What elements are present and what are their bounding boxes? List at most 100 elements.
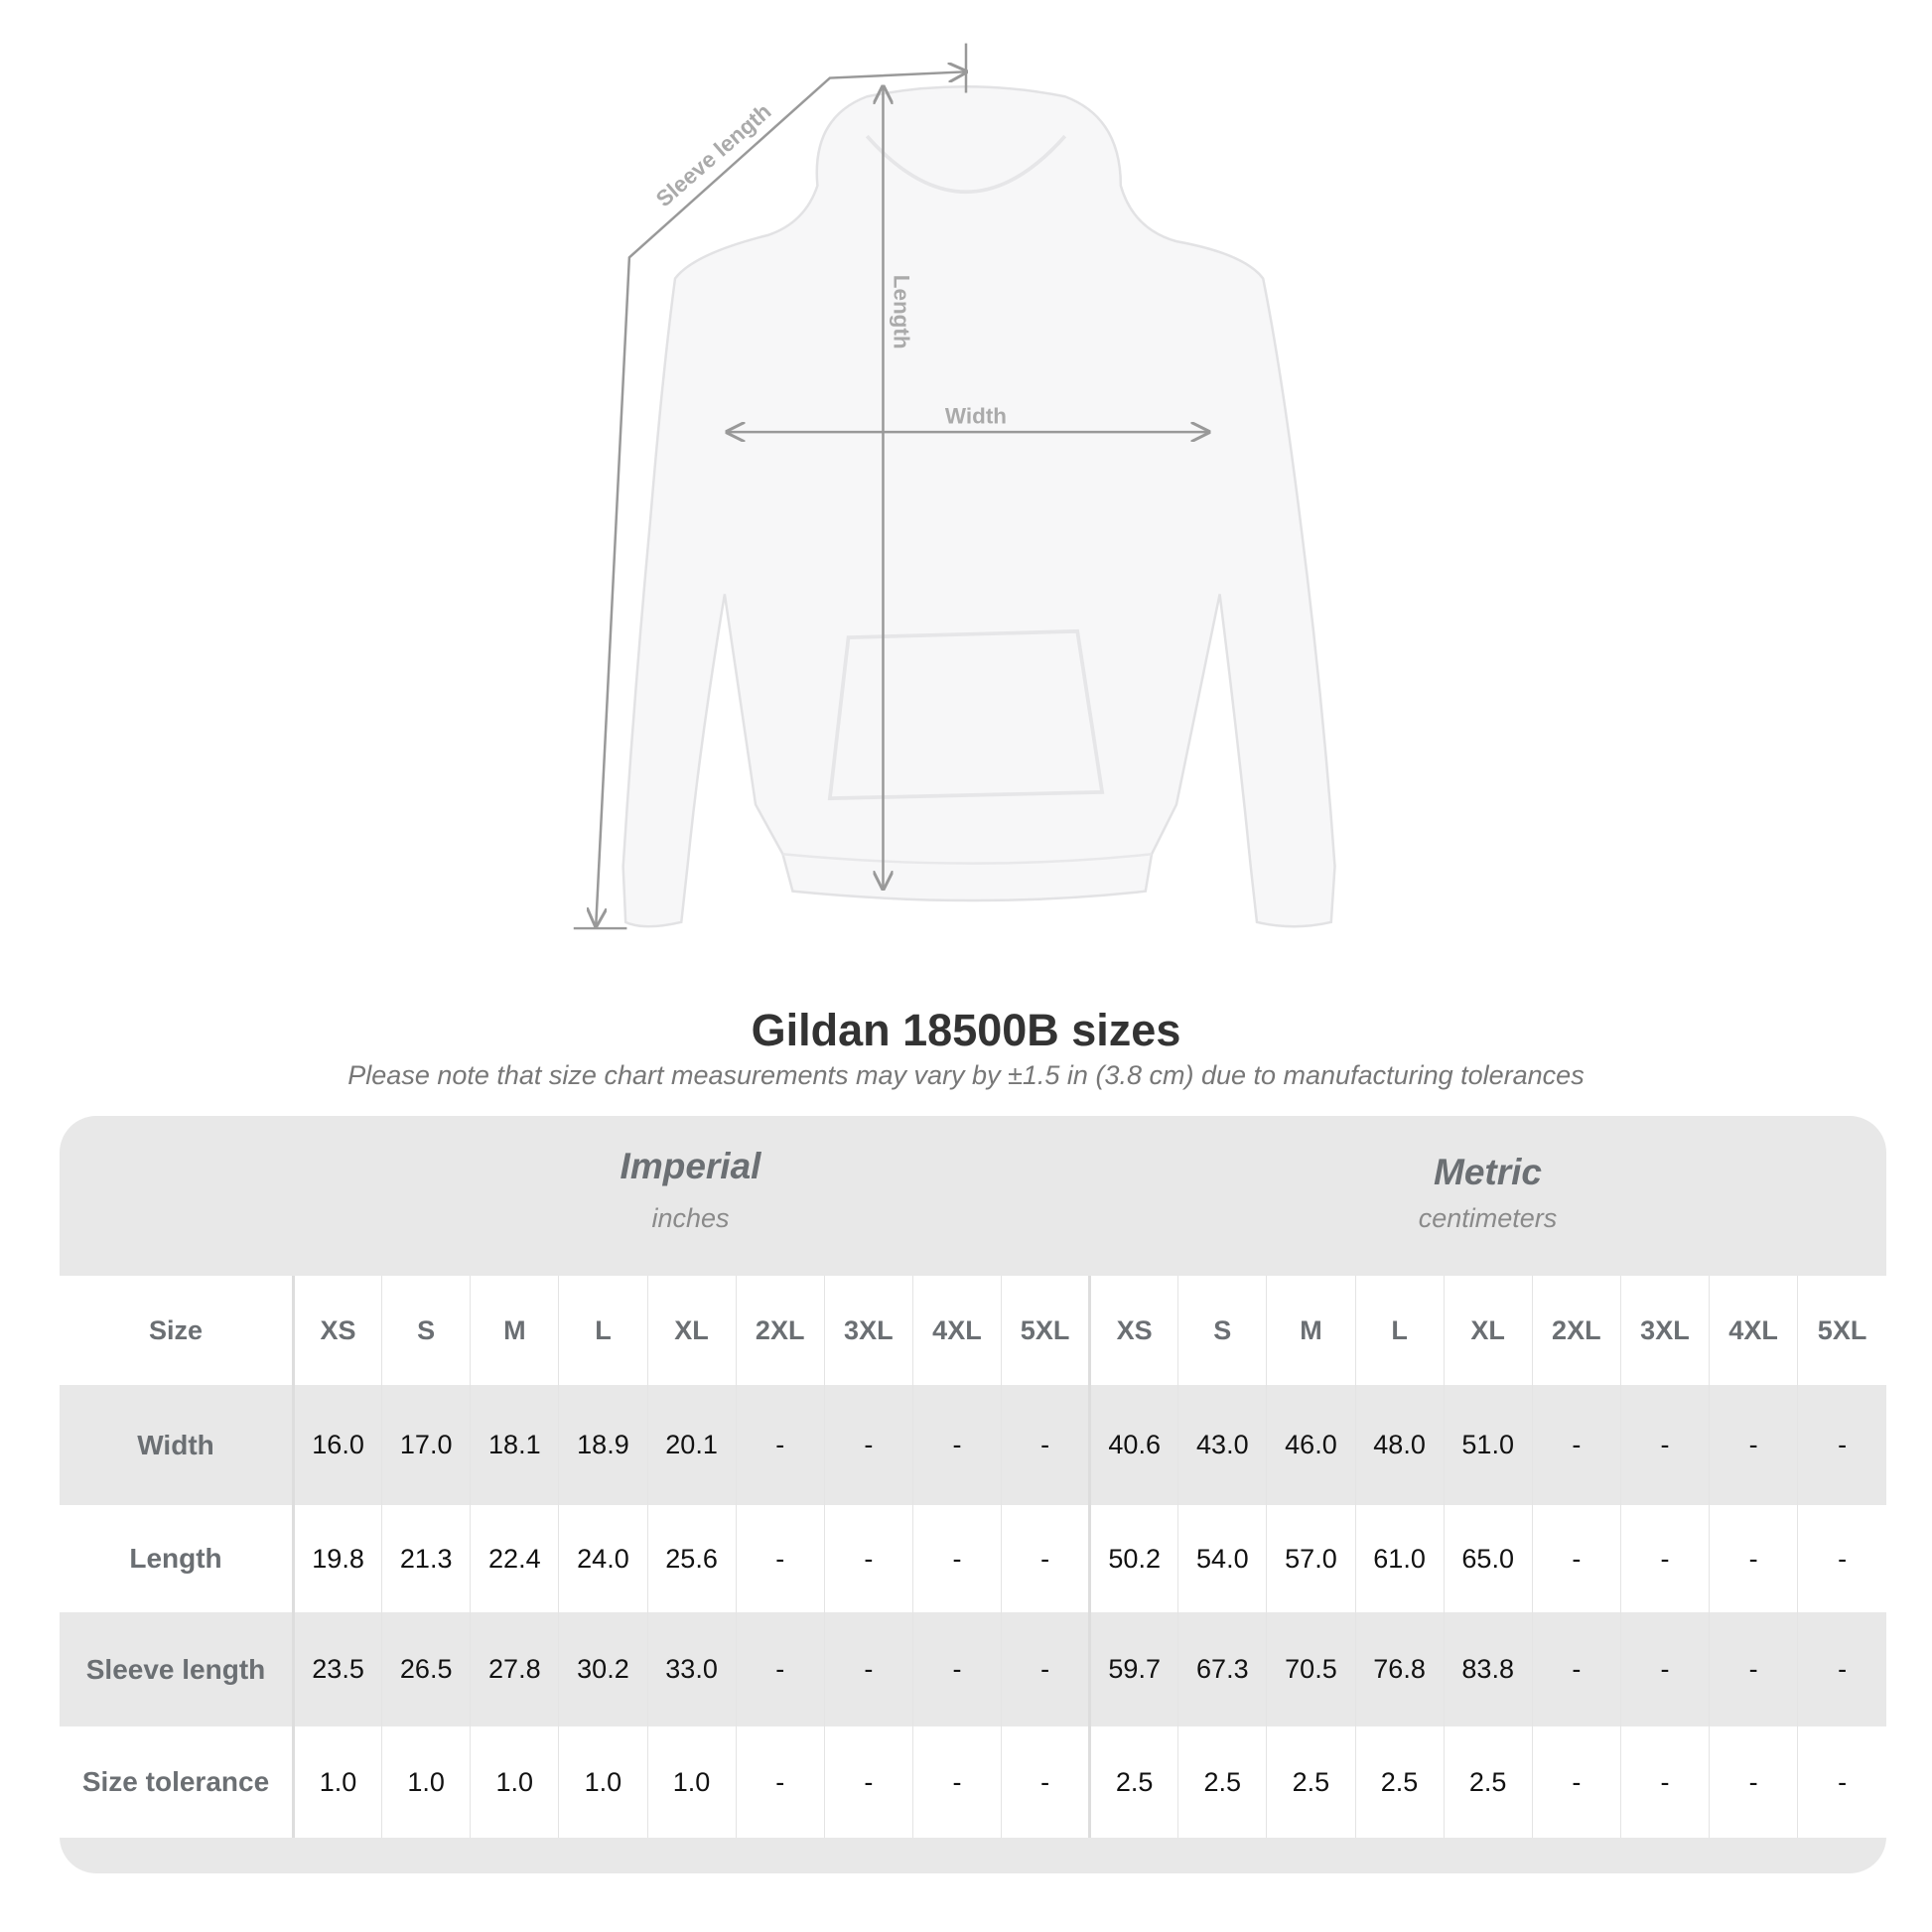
metric-size-l: L <box>1354 1276 1445 1385</box>
imperial-value: - <box>911 1726 1002 1838</box>
imperial-size-xl: XL <box>646 1276 737 1385</box>
imperial-value: - <box>823 1385 913 1505</box>
imperial-value: 1.0 <box>646 1726 737 1838</box>
imperial-value: - <box>911 1505 1002 1612</box>
size-table: Size XS S M L XL 2XL 3XL 4XL 5XL XS S M L XL 2XL 3XL 4XL 5… <box>60 1276 1886 1838</box>
page-title: Gildan 18500B sizes <box>751 1005 1181 1055</box>
metric-value: - <box>1708 1612 1798 1726</box>
imperial-value: 27.8 <box>470 1612 559 1726</box>
table-row: Sleeve length 23.5 26.5 27.8 30.2 33.0- - - -59.… <box>60 1612 1886 1726</box>
imperial-value: 26.5 <box>381 1612 471 1726</box>
imperial-value: 30.2 <box>558 1612 647 1726</box>
metric-size-5xl: 5XL <box>1797 1276 1886 1385</box>
metric-size-s: S <box>1177 1276 1267 1385</box>
metric-value: - <box>1797 1385 1886 1505</box>
metric-title: Metric <box>1434 1152 1542 1192</box>
metric-value: 57.0 <box>1266 1505 1355 1612</box>
imperial-value: - <box>735 1726 825 1838</box>
metric-value: - <box>1531 1385 1621 1505</box>
imperial-size-m: M <box>470 1276 559 1385</box>
imperial-value: - <box>735 1612 825 1726</box>
metric-value: - <box>1619 1505 1710 1612</box>
row-label: Size tolerance <box>60 1726 295 1838</box>
metric-value: - <box>1619 1385 1710 1505</box>
metric-value: - <box>1619 1612 1710 1726</box>
metric-value: 2.5 <box>1354 1726 1445 1838</box>
metric-value: 70.5 <box>1266 1612 1355 1726</box>
imperial-value: 22.4 <box>470 1505 559 1612</box>
imperial-size-s: S <box>381 1276 471 1385</box>
imperial-header: Imperial inches <box>292 1146 1089 1234</box>
imperial-value: 1.0 <box>470 1726 559 1838</box>
size-chart-table: Imperial inches Metric centimeters Size X… <box>60 1116 1886 1873</box>
imperial-value: 16.0 <box>292 1385 382 1505</box>
row-label: Width <box>60 1385 295 1505</box>
metric-value: - <box>1797 1505 1886 1612</box>
metric-value: 54.0 <box>1177 1505 1267 1612</box>
imperial-value: 18.9 <box>558 1385 647 1505</box>
metric-value: 40.6 <box>1088 1385 1178 1505</box>
metric-size-4xl: 4XL <box>1708 1276 1798 1385</box>
imperial-value: - <box>911 1385 1002 1505</box>
metric-value: 2.5 <box>1443 1726 1533 1838</box>
imperial-value: 1.0 <box>381 1726 471 1838</box>
metric-value: 83.8 <box>1443 1612 1533 1726</box>
imperial-value: - <box>1000 1385 1090 1505</box>
imperial-unit: inches <box>651 1203 730 1233</box>
metric-value: 51.0 <box>1443 1385 1533 1505</box>
imperial-size-xs: XS <box>292 1276 382 1385</box>
metric-value: - <box>1708 1726 1798 1838</box>
imperial-value: 25.6 <box>646 1505 737 1612</box>
imperial-value: 19.8 <box>292 1505 382 1612</box>
imperial-value: 33.0 <box>646 1612 737 1726</box>
metric-value: 2.5 <box>1088 1726 1178 1838</box>
metric-value: - <box>1619 1726 1710 1838</box>
metric-size-2xl: 2XL <box>1531 1276 1621 1385</box>
metric-value: 65.0 <box>1443 1505 1533 1612</box>
imperial-value: - <box>911 1612 1002 1726</box>
metric-value: 46.0 <box>1266 1385 1355 1505</box>
imperial-value: - <box>1000 1726 1090 1838</box>
table-row: Size tolerance 1.0 1.0 1.0 1.0 1.0- - - -2.5 2.5 2… <box>60 1726 1886 1838</box>
imperial-size-l: L <box>558 1276 647 1385</box>
table-row: Width 16.0 17.0 18.1 18.9 20.1- - - -40.6 43.0 46.… <box>60 1385 1886 1505</box>
metric-value: - <box>1708 1505 1798 1612</box>
imperial-size-5xl: 5XL <box>1000 1276 1090 1385</box>
metric-value: - <box>1531 1726 1621 1838</box>
sleeve-measure-line <box>573 43 966 930</box>
hoodie-image <box>621 85 1336 928</box>
table-row: Length 19.8 21.3 22.4 24.0 25.6- - - -50.2 54.0 57… <box>60 1505 1886 1612</box>
imperial-value: - <box>823 1612 913 1726</box>
metric-size-3xl: 3XL <box>1619 1276 1710 1385</box>
imperial-title: Imperial <box>620 1146 761 1186</box>
imperial-value: 20.1 <box>646 1385 737 1505</box>
imperial-value: 24.0 <box>558 1505 647 1612</box>
imperial-size-2xl: 2XL <box>735 1276 825 1385</box>
sleeve-length-label: Sleeve length <box>651 99 776 212</box>
metric-value: 2.5 <box>1177 1726 1267 1838</box>
imperial-size-4xl: 4XL <box>911 1276 1002 1385</box>
metric-value: - <box>1531 1505 1621 1612</box>
imperial-value: - <box>1000 1505 1090 1612</box>
metric-value: 61.0 <box>1354 1505 1445 1612</box>
metric-size-xl: XL <box>1443 1276 1533 1385</box>
imperial-value: 21.3 <box>381 1505 471 1612</box>
metric-value: 76.8 <box>1354 1612 1445 1726</box>
hoodie-measurement-diagram: Sleeve length Length Width <box>573 43 1336 930</box>
tolerance-note: Please note that size chart measurements… <box>347 1060 1585 1090</box>
metric-unit: centimeters <box>1418 1203 1558 1233</box>
metric-header: Metric centimeters <box>1089 1152 1886 1234</box>
imperial-value: - <box>735 1385 825 1505</box>
metric-value: 67.3 <box>1177 1612 1267 1726</box>
width-label: Width <box>945 403 1007 428</box>
metric-value: 59.7 <box>1088 1612 1178 1726</box>
imperial-value: - <box>823 1505 913 1612</box>
metric-value: 48.0 <box>1354 1385 1445 1505</box>
metric-value: - <box>1797 1612 1886 1726</box>
imperial-value: 23.5 <box>292 1612 382 1726</box>
metric-value: 43.0 <box>1177 1385 1267 1505</box>
metric-value: - <box>1531 1612 1621 1726</box>
imperial-value: - <box>1000 1612 1090 1726</box>
imperial-value: 17.0 <box>381 1385 471 1505</box>
metric-value: 2.5 <box>1266 1726 1355 1838</box>
